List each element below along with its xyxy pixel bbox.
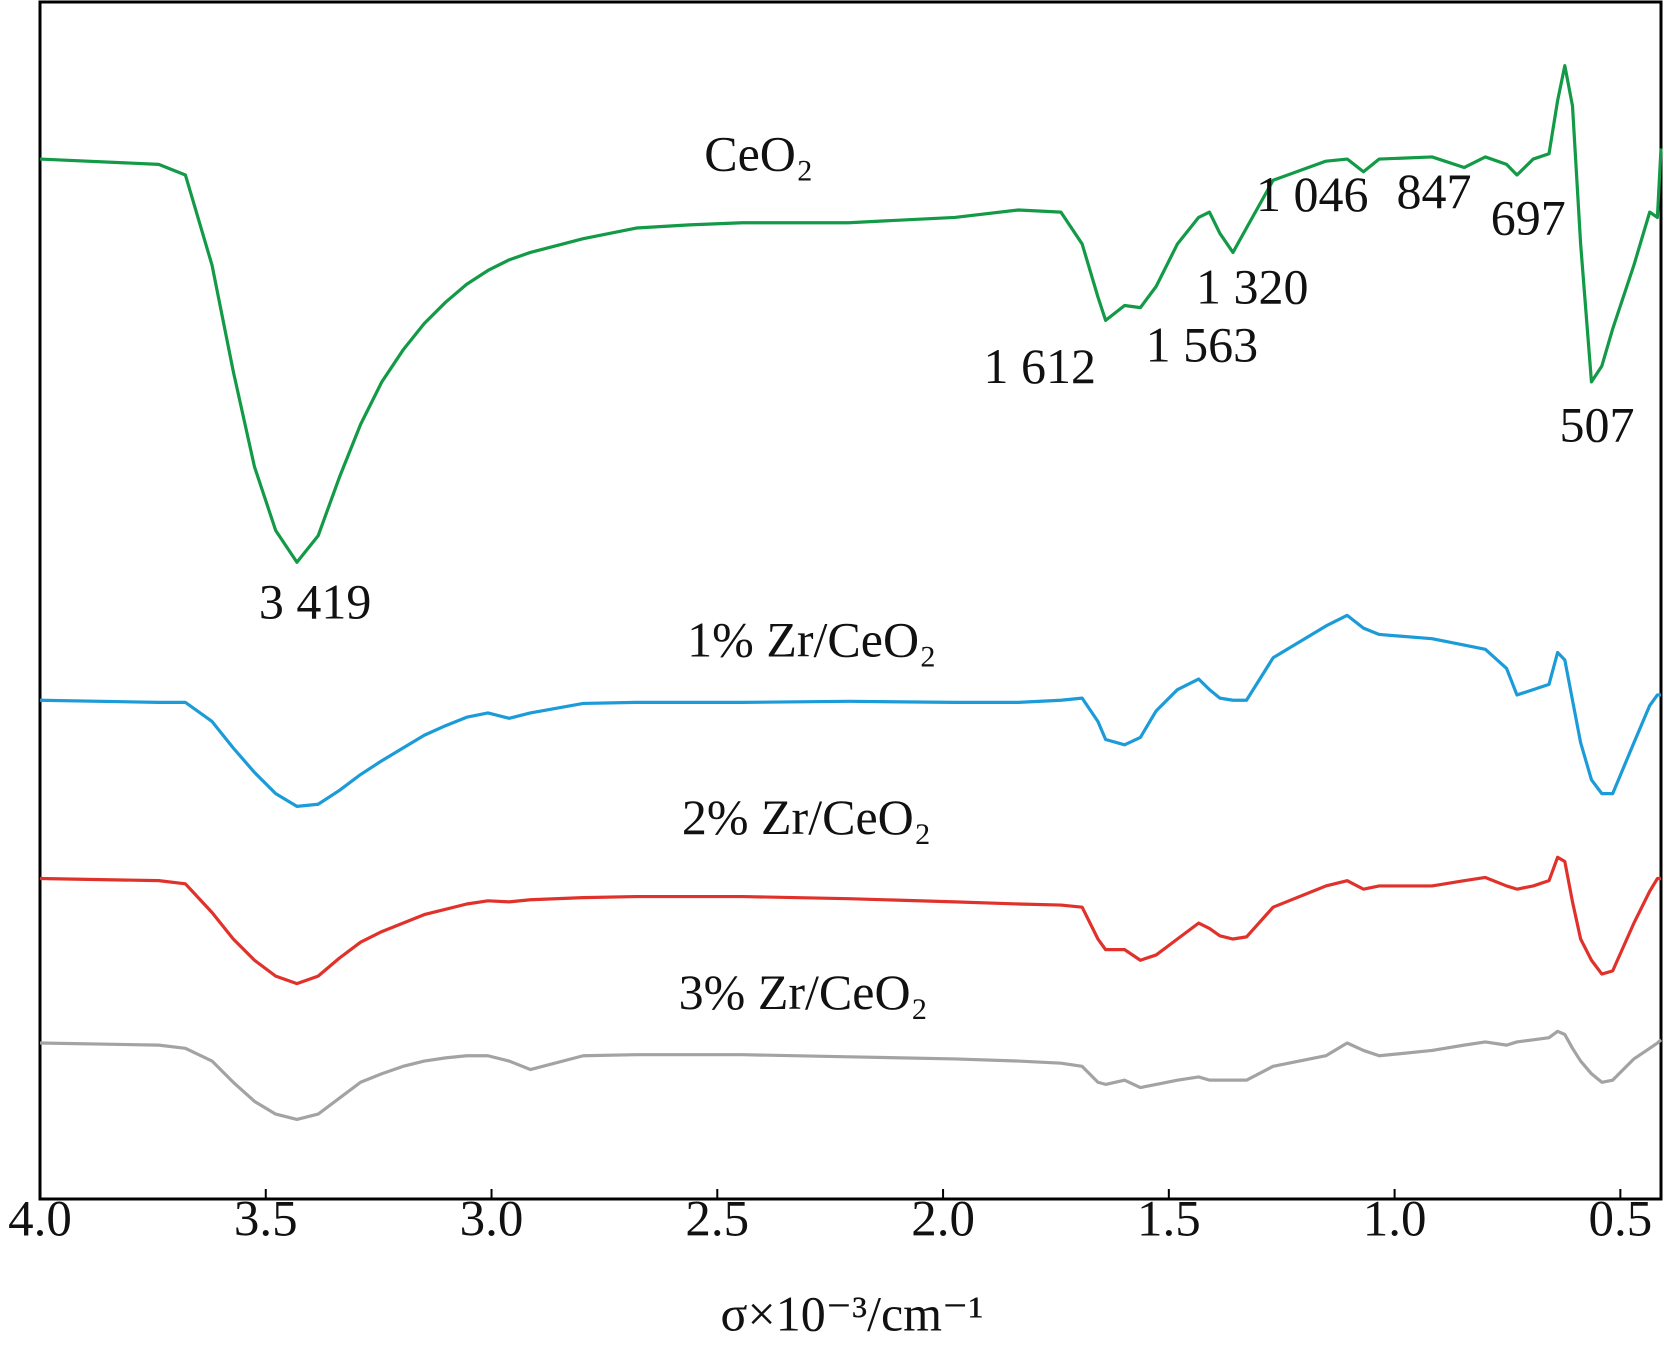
series-label: 1% Zr/CeO₂ — [687, 612, 936, 668]
x-tick-label: 1.5 — [1137, 1192, 1201, 1248]
series-line — [39, 1029, 1663, 1122]
peak-label: 507 — [1560, 396, 1635, 452]
peak-label: 1 046 — [1256, 166, 1369, 222]
x-tick-label: 3.0 — [460, 1192, 524, 1248]
x-tick-label: 3.5 — [234, 1192, 298, 1248]
plot-frame — [38, 0, 1663, 1201]
peak-label: 847 — [1396, 163, 1471, 219]
peak-label: 3 419 — [259, 573, 372, 629]
peak-label: 1 612 — [983, 338, 1096, 394]
peak-label: 1 563 — [1146, 317, 1259, 373]
x-tick-label: 4.0 — [8, 1192, 72, 1248]
series-line — [39, 855, 1661, 986]
series-line — [39, 64, 1663, 564]
peak-label: 1 320 — [1196, 258, 1309, 314]
x-tick-label: 1.0 — [1363, 1192, 1427, 1248]
series-line — [39, 613, 1661, 808]
series-label: 2% Zr/CeO₂ — [682, 789, 931, 845]
peak-label: 697 — [1491, 189, 1566, 245]
series-label: CeO₂ — [704, 126, 813, 182]
x-axis-label: σ×10⁻³/cm⁻¹ — [721, 1285, 984, 1341]
series-label: 3% Zr/CeO₂ — [679, 964, 928, 1020]
x-tick-label: 0.5 — [1588, 1192, 1652, 1248]
x-tick-label: 2.0 — [911, 1192, 975, 1248]
x-tick-label: 2.5 — [685, 1192, 749, 1248]
